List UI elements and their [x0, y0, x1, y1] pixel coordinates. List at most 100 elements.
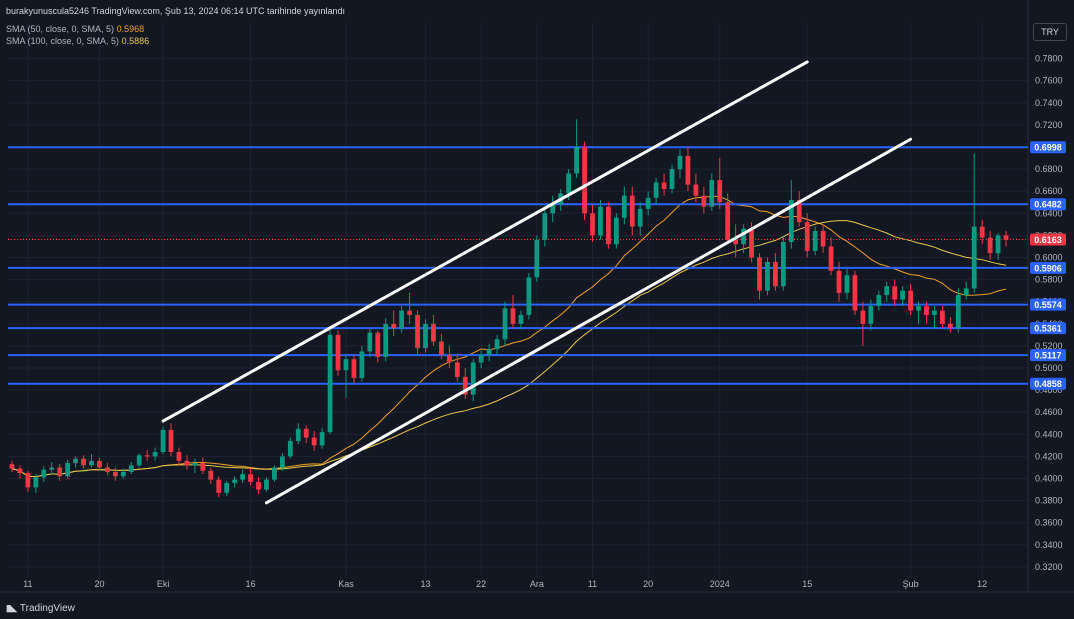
sma50-value: 0.5968	[116, 24, 145, 34]
y-tick-label: 0.6000	[1035, 253, 1063, 263]
candle-body	[836, 270, 842, 293]
candle-body	[65, 463, 71, 477]
candle-body	[367, 332, 373, 352]
candle-body	[431, 323, 436, 342]
level-price-tag: 0.6482	[1034, 200, 1062, 210]
candle-body	[287, 440, 293, 457]
level-price-tag-bg	[1030, 322, 1066, 335]
candle-body	[582, 146, 587, 214]
candle-body	[176, 452, 182, 461]
candle-body	[200, 463, 206, 471]
candle-body	[693, 184, 699, 196]
x-tick-label: Kas	[338, 579, 354, 589]
y-tick-label: 0.3400	[1035, 540, 1063, 550]
candle-body	[804, 222, 810, 251]
candle-body	[653, 182, 659, 198]
level-price-tag: 0.5574	[1034, 300, 1062, 310]
candle-body	[606, 206, 611, 245]
candle-body	[81, 458, 86, 466]
candle-body	[335, 334, 341, 371]
y-tick-label: 0.7600	[1035, 76, 1063, 86]
candle-body	[232, 479, 238, 483]
x-tick-label: Eki	[157, 579, 170, 589]
candle-body	[136, 455, 142, 466]
candle-body	[828, 246, 834, 271]
candle-body	[168, 429, 174, 453]
candle-body	[542, 213, 548, 240]
candle-body	[741, 228, 746, 245]
candle-body	[17, 468, 23, 474]
candle-body	[757, 257, 762, 291]
candle-body	[725, 202, 731, 240]
candle-body	[629, 195, 635, 227]
candle-body	[868, 306, 874, 324]
candle-body	[240, 474, 245, 480]
candle-body	[566, 173, 572, 194]
y-tick-label: 0.7400	[1035, 98, 1063, 108]
candle-body	[112, 471, 118, 477]
candle-body	[685, 155, 691, 185]
candle-body	[470, 362, 476, 395]
candle-body	[399, 310, 405, 329]
level-price-tag-bg	[1030, 349, 1066, 362]
candle-body	[971, 226, 977, 289]
y-tick-label: 0.7200	[1035, 120, 1063, 130]
candle-body	[462, 376, 468, 395]
candle-body	[327, 334, 333, 433]
sma100-legend[interactable]: SMA (100, close, 0, SMA, 5) 0.5886	[6, 36, 149, 46]
candle-body	[677, 155, 683, 170]
candle-body	[574, 146, 579, 174]
candle-body	[502, 308, 508, 340]
candle-body	[311, 437, 317, 446]
candle-body	[279, 456, 285, 468]
x-tick-label: 22	[476, 579, 486, 589]
candle-body	[9, 464, 15, 469]
candle-body	[987, 237, 993, 254]
candle-body	[359, 351, 365, 378]
candle-body	[733, 239, 739, 245]
candle-body	[41, 469, 47, 478]
y-tick-label: 0.3800	[1035, 496, 1063, 506]
channel-trendline	[161, 60, 809, 423]
sma100-line	[11, 220, 1007, 478]
x-tick-label: Ara	[530, 579, 544, 589]
sma100-label: SMA (100, close, 0, SMA, 5)	[6, 36, 120, 46]
candle-body	[860, 310, 866, 324]
y-tick-label: 0.6800	[1035, 164, 1063, 174]
candle-body	[701, 195, 707, 207]
candle-body	[940, 310, 945, 324]
candle-body	[661, 182, 667, 189]
candle-body	[216, 479, 222, 493]
candle-body	[621, 195, 627, 218]
candle-body	[796, 200, 802, 223]
candle-body	[295, 428, 301, 441]
candle-body	[518, 314, 524, 324]
x-tick-label: 11	[23, 579, 32, 589]
candle-body	[415, 314, 420, 349]
publish-info: burakyunuscula5246 TradingView.com, Şub …	[6, 6, 346, 16]
candle-body	[876, 295, 882, 307]
sma50-legend[interactable]: SMA (50, close, 0, SMA, 5) 0.5968	[6, 24, 144, 34]
candle-body	[884, 286, 890, 296]
level-price-tag: 0.4858	[1034, 379, 1062, 389]
currency-button[interactable]: TRY	[1033, 23, 1067, 41]
x-tick-label: 11	[588, 579, 597, 589]
candle-body	[613, 217, 619, 245]
candle-body	[120, 471, 126, 477]
candle-body	[248, 474, 253, 482]
candle-body	[963, 288, 969, 296]
x-tick-label: 2024	[710, 579, 730, 589]
candle-body	[192, 463, 198, 466]
candle-body	[264, 479, 269, 490]
level-price-tag: 0.5117	[1034, 351, 1061, 361]
y-tick-label: 0.6600	[1035, 186, 1063, 196]
tradingview-logo: ▮◣ TradingView	[6, 603, 75, 614]
y-tick-label: 0.4000	[1035, 474, 1063, 484]
candle-body	[184, 460, 190, 466]
level-price-tag-bg	[1030, 141, 1066, 154]
candle-body	[717, 180, 723, 203]
candle-body	[709, 180, 715, 207]
x-tick-label: 13	[420, 579, 430, 589]
sma50-label: SMA (50, close, 0, SMA, 5)	[6, 24, 115, 34]
